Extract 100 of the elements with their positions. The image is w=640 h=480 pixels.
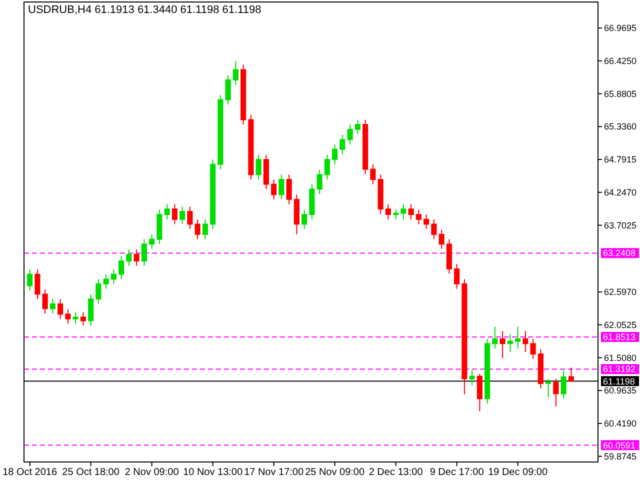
candlestick: [462, 278, 468, 395]
candlestick: [134, 249, 140, 266]
candlestick: [110, 268, 116, 284]
candlestick: [454, 263, 460, 290]
y-tick-label: 62.0525: [604, 320, 637, 330]
candlestick: [324, 154, 330, 180]
x-tick-label: 17 Nov 17:00: [244, 467, 304, 478]
y-tick-label: 60.4190: [604, 418, 637, 429]
candlestick: [263, 154, 269, 190]
candlestick: [507, 334, 513, 353]
candlestick: [431, 218, 437, 240]
candlestick: [126, 249, 132, 266]
candlestick: [522, 330, 528, 353]
candlestick: [469, 370, 475, 386]
ref-line-label: 63.2408: [603, 248, 636, 258]
candlestick: [515, 326, 521, 350]
candlestick: [332, 144, 338, 165]
y-tick-label: 64.2470: [604, 187, 637, 198]
candlestick: [194, 218, 200, 240]
candlestick: [218, 94, 224, 170]
ref-line-label: 61.1198: [603, 376, 635, 386]
x-tick-label: 25 Nov 09:00: [305, 467, 365, 478]
y-tick-label: 62.5970: [604, 287, 637, 298]
candlestick: [370, 164, 376, 185]
candlestick: [164, 204, 170, 220]
candlestick: [50, 298, 56, 314]
candlestick: [72, 312, 78, 324]
candlestick: [393, 209, 399, 220]
candlestick: [42, 288, 48, 314]
y-tick-label: 64.7915: [604, 154, 637, 165]
candlestick: [240, 64, 246, 126]
candlestick: [172, 204, 178, 225]
x-tick-label: 10 Nov 13:00: [183, 467, 243, 478]
candlestick: [34, 268, 40, 300]
candlestick: [256, 154, 262, 180]
candlestick: [538, 348, 544, 389]
y-tick-label: 66.4250: [604, 56, 637, 66]
candlestick: [416, 209, 422, 225]
candlestick: [187, 206, 193, 230]
candlestick: [362, 119, 368, 175]
candlestick: [271, 178, 277, 200]
y-tick-label: 65.3360: [604, 122, 637, 132]
candlestick: [446, 238, 452, 274]
candlestick: [530, 338, 536, 360]
y-tick-label: 60.9635: [604, 386, 637, 396]
candlestick: [80, 312, 86, 326]
candlestick: [149, 234, 155, 250]
ref-line-label: 60.0591: [603, 440, 636, 450]
y-tick-label: 65.8805: [604, 88, 637, 99]
y-tick-label: 59.8745: [604, 451, 637, 462]
candlestick: [232, 60, 238, 86]
candlestick: [118, 256, 124, 280]
candlestick: [58, 298, 64, 320]
candlestick: [560, 370, 566, 400]
candlestick: [347, 124, 353, 145]
candlestick: [408, 204, 414, 220]
candlestick: [438, 229, 444, 250]
candlestick: [294, 194, 300, 235]
candlestick: [340, 134, 346, 155]
x-tick-label: 19 Dec 09:00: [488, 467, 548, 478]
candlestick: [202, 218, 208, 240]
candlestick: [210, 159, 216, 230]
candlestick: [278, 174, 284, 200]
ref-line-label: 61.3192: [603, 364, 636, 374]
candlestick: [88, 294, 94, 326]
candlestick: [156, 209, 162, 245]
x-tick-label: 18 Oct 2016: [2, 467, 58, 478]
candlestick: [546, 378, 552, 398]
y-tick-label: 63.7025: [604, 220, 637, 230]
candlestick: [225, 74, 231, 106]
x-tick-label: 2 Nov 09:00: [124, 467, 180, 478]
candlestick: [354, 119, 360, 135]
x-tick-label: 2 Dec 13:00: [368, 467, 424, 478]
y-tick-label: 66.9695: [604, 23, 637, 34]
x-tick-label: 9 Dec 17:00: [430, 467, 484, 478]
candlestick: [316, 169, 322, 194]
candlestick: [500, 330, 506, 359]
candlestick: [492, 326, 498, 350]
candlestick: [378, 174, 384, 214]
candlestick: [309, 184, 315, 220]
candlestick: [141, 238, 147, 266]
ref-line-label: 61.8513: [603, 332, 636, 342]
candlestick: [302, 209, 308, 230]
candlestick: [476, 373, 482, 412]
y-tick-label: 61.5080: [604, 352, 637, 363]
candlestick: [385, 204, 391, 220]
candlestick: [248, 114, 254, 180]
candlestick: [400, 204, 406, 220]
candlestick: [180, 206, 186, 225]
candlestick: [103, 274, 109, 290]
candlestick: [286, 174, 292, 205]
candlestick: [65, 308, 71, 324]
candlestick: [568, 367, 574, 382]
candlestick: [96, 278, 102, 304]
candlestick: [553, 378, 559, 407]
candlestick: [424, 214, 430, 230]
x-tick-label: 25 Oct 18:00: [62, 467, 120, 478]
chart-title: USDRUB,H4 61.1913 61.3440 61.1198 61.1198: [28, 4, 262, 16]
candlestick: [484, 338, 490, 404]
candlestick: [27, 268, 33, 292]
